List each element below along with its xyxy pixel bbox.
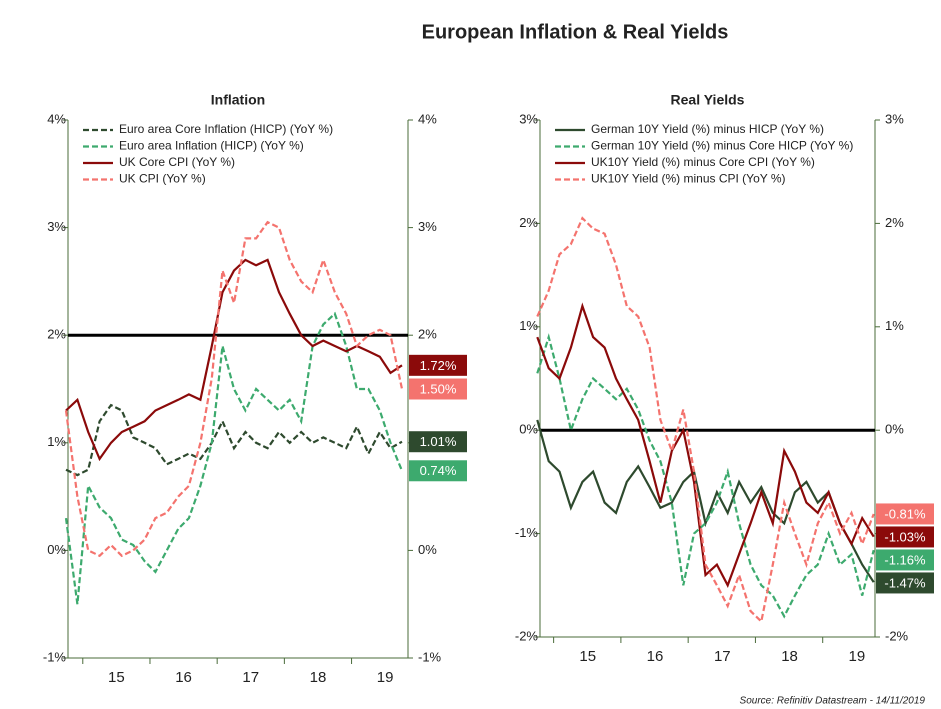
- subplot-title: Real Yields: [671, 92, 745, 108]
- y2-tick-label: -2%: [885, 628, 909, 643]
- series-line: [536, 419, 875, 583]
- y-tick-label: 0%: [47, 542, 66, 557]
- y2-tick-label: 2%: [418, 327, 437, 342]
- end-label: -0.81%: [884, 506, 926, 521]
- legend-label: UK10Y Yield (%) minus Core CPI (YoY %): [591, 155, 815, 169]
- y-tick-label: 1%: [519, 318, 538, 333]
- end-label: 1.72%: [420, 358, 457, 373]
- y-tick-label: 3%: [47, 219, 66, 234]
- end-label-box: [409, 431, 467, 453]
- y2-tick-label: 3%: [885, 111, 904, 126]
- end-label-box: [409, 460, 467, 482]
- end-label: 1.50%: [420, 381, 457, 396]
- y2-tick-label: 1%: [885, 318, 904, 333]
- end-label: -1.47%: [884, 575, 926, 590]
- series-line: [64, 311, 404, 605]
- end-label: -1.03%: [884, 529, 926, 544]
- series-line: [536, 302, 875, 589]
- legend-label: UK10Y Yield (%) minus CPI (YoY %): [591, 172, 786, 186]
- end-label-box: [876, 549, 934, 571]
- page-title: European Inflation & Real Yields: [422, 21, 729, 43]
- end-label: 1.01%: [420, 434, 457, 449]
- y2-tick-label: 4%: [418, 111, 437, 126]
- x-tick-label: 16: [647, 648, 664, 665]
- end-label-box: [876, 572, 934, 594]
- x-tick-label: 16: [175, 669, 192, 686]
- end-label-box: [876, 503, 934, 525]
- x-tick-label: 18: [781, 648, 798, 665]
- x-tick-label: 17: [242, 669, 259, 686]
- x-tick-label: 15: [579, 648, 596, 665]
- series-line: [536, 216, 875, 624]
- y-tick-label: 3%: [519, 111, 538, 126]
- y-tick-label: 4%: [47, 111, 66, 126]
- end-label-box: [409, 354, 467, 376]
- y-tick-label: 1%: [47, 434, 66, 449]
- x-tick-label: 19: [848, 648, 865, 665]
- series-line: [65, 403, 403, 477]
- legend-label: UK Core CPI (YoY %): [119, 155, 235, 169]
- legend-label: German 10Y Yield (%) minus Core HICP (Yo…: [591, 139, 853, 153]
- series-line: [536, 333, 875, 619]
- y-tick-label: -1%: [515, 525, 539, 540]
- y2-tick-label: 2%: [885, 215, 904, 230]
- legend-label: Euro area Core Inflation (HICP) (YoY %): [119, 122, 333, 136]
- end-label-box: [409, 378, 467, 400]
- x-tick-label: 19: [377, 669, 394, 686]
- source: Source: Refinitiv Datastream - 14/11/201…: [740, 696, 926, 707]
- legend-label: UK CPI (YoY %): [119, 172, 206, 186]
- y-tick-label: -2%: [515, 628, 539, 643]
- y2-tick-label: 3%: [418, 219, 437, 234]
- y-tick-label: 2%: [519, 215, 538, 230]
- y-tick-label: -1%: [43, 649, 67, 664]
- y-tick-label: 0%: [519, 422, 538, 437]
- legend-label: Euro area Inflation (HICP) (YoY %): [119, 139, 304, 153]
- x-tick-label: 18: [310, 669, 327, 686]
- end-label: 0.74%: [420, 463, 457, 478]
- y-tick-label: 2%: [47, 327, 66, 342]
- end-label: -1.16%: [884, 552, 926, 567]
- x-tick-label: 15: [108, 669, 125, 686]
- series-line: [64, 220, 404, 558]
- y2-tick-label: 0%: [885, 422, 904, 437]
- series-line: [65, 258, 403, 462]
- y2-tick-label: -1%: [418, 649, 442, 664]
- end-label-box: [876, 526, 934, 548]
- x-tick-label: 17: [714, 648, 731, 665]
- y2-tick-label: 0%: [418, 542, 437, 557]
- subplot-title: Inflation: [211, 92, 265, 108]
- legend-label: German 10Y Yield (%) minus HICP (YoY %): [591, 122, 824, 136]
